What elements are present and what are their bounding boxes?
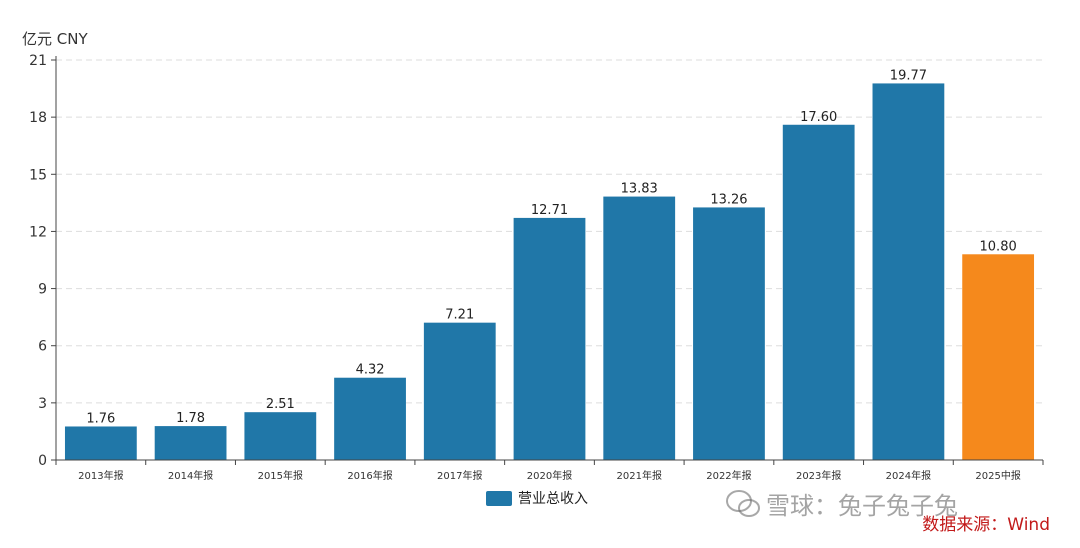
bar-value-label: 10.80	[980, 239, 1017, 254]
bar	[693, 207, 765, 460]
bar-value-label: 12.71	[531, 203, 568, 218]
bar-value-label: 4.32	[356, 363, 385, 378]
bar-value-label: 17.60	[800, 110, 837, 125]
bar	[782, 124, 855, 460]
bar-value-label: 19.77	[890, 68, 927, 83]
x-tick-label: 2014年报	[168, 469, 213, 482]
wechat-icon	[726, 489, 760, 517]
x-tick-label: 2015年报	[258, 469, 303, 482]
bar-value-label: 2.51	[266, 397, 295, 412]
bar-value-label: 7.21	[445, 308, 474, 323]
y-tick-label: 15	[29, 167, 47, 183]
x-tick-label: 2024年报	[886, 469, 931, 482]
x-tick-label: 2017年报	[437, 469, 482, 482]
bar	[64, 426, 137, 460]
bar	[603, 196, 676, 461]
y-tick-label: 21	[29, 53, 47, 69]
x-tick-label: 2022年报	[706, 469, 751, 482]
legend-label: 营业总收入	[518, 491, 588, 507]
bar-value-label: 1.78	[176, 411, 205, 426]
y-tick-labels: 0 3 6 9 12 15 18 21	[29, 53, 56, 469]
bar	[154, 426, 227, 460]
bar	[872, 83, 945, 460]
bar	[244, 412, 317, 460]
y-tick-label: 0	[38, 453, 47, 469]
data-source: 数据来源：Wind	[922, 515, 1050, 535]
axes	[55, 56, 1043, 461]
x-tick-label: 2021年报	[617, 469, 662, 482]
x-tick-label: 2025中报	[975, 469, 1020, 482]
legend: 营业总收入	[486, 488, 588, 508]
y-tick-label: 18	[29, 110, 47, 126]
bar	[962, 254, 1035, 460]
y-tick-label: 3	[38, 396, 47, 412]
bars	[64, 83, 1035, 461]
bar	[423, 322, 496, 460]
y-axis-unit-label: 亿元 CNY	[22, 30, 88, 48]
bar-value-label: 13.26	[710, 192, 747, 207]
x-tick-label: 2013年报	[78, 469, 123, 482]
y-tick-label: 6	[38, 339, 47, 355]
value-labels: 1.76 1.78 2.51 4.32 7.21 12.71 13.83 13.26 17.60…	[86, 68, 1016, 426]
x-tick-label: 2020年报	[527, 469, 572, 482]
bar-value-label: 1.76	[86, 411, 115, 426]
x-tick-labels: 2013年报 2014年报 2015年报 2016年报 2017年报 2020年报 2021…	[55, 460, 1044, 482]
watermark-text: 雪球：兔子兔子兔	[766, 492, 958, 520]
x-tick-label: 2023年报	[796, 469, 841, 482]
bar	[513, 217, 586, 460]
bar-value-label: 13.83	[621, 182, 658, 197]
y-tick-label: 9	[38, 282, 47, 298]
watermark: 雪球：兔子兔子兔	[726, 486, 958, 521]
legend-swatch	[486, 490, 512, 506]
x-tick-label: 2016年报	[347, 469, 392, 482]
bar	[334, 377, 406, 460]
y-tick-label: 12	[29, 224, 47, 240]
